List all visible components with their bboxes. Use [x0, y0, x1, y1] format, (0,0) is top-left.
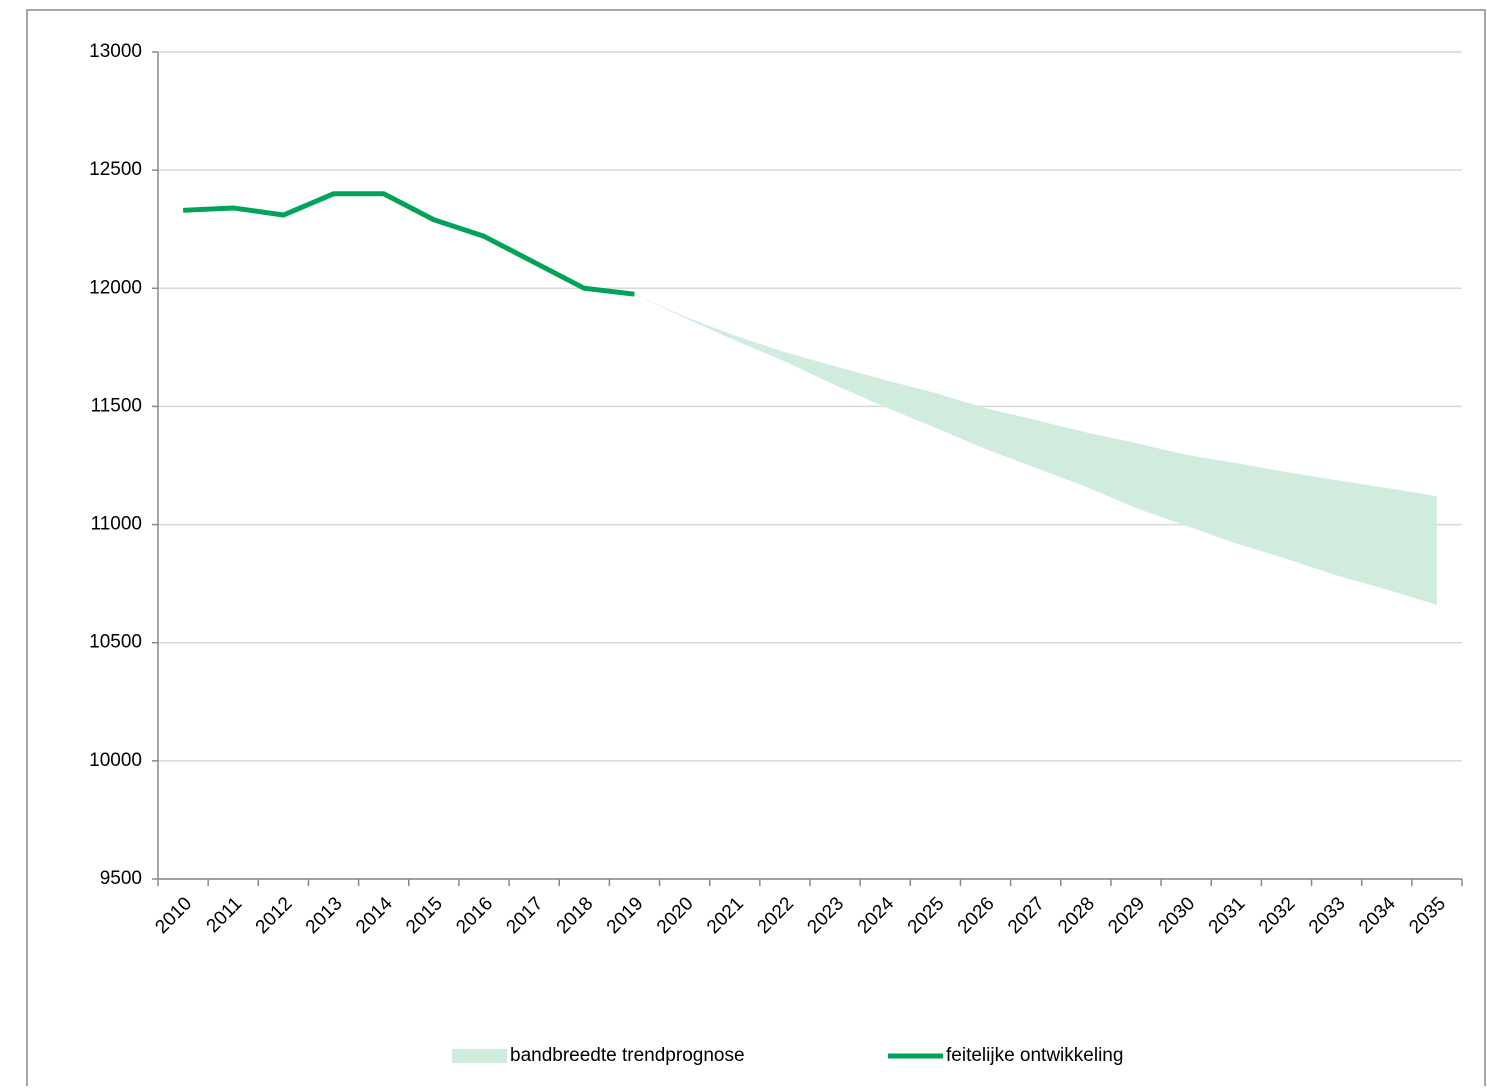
x-tick-label: 2029: [1104, 893, 1149, 938]
y-tick-label: 10500: [89, 632, 142, 653]
x-tick-label: 2012: [252, 893, 297, 938]
band-area: [634, 294, 1437, 605]
y-tick-label: 13000: [89, 41, 142, 62]
x-tick-label: 2034: [1355, 893, 1400, 938]
x-tick-label: 2017: [502, 893, 547, 938]
x-tick-label: 2030: [1154, 893, 1199, 938]
x-tick-label: 2035: [1405, 893, 1450, 938]
x-tick-label: 2022: [753, 893, 798, 938]
x-tick-label: 2033: [1305, 893, 1350, 938]
x-tick-label: 2028: [1054, 893, 1099, 938]
x-tick-label: 2032: [1255, 893, 1300, 938]
x-tick-label: 2023: [803, 893, 848, 938]
y-tick-label: 9500: [100, 868, 142, 889]
x-tick-label: 2027: [1004, 893, 1049, 938]
x-tick-label: 2011: [203, 893, 247, 937]
legend-label: feitelijke ontwikkeling: [946, 1045, 1123, 1066]
x-tick-label: 2014: [352, 893, 397, 938]
legend-label: bandbreedte trendprognose: [510, 1045, 745, 1066]
x-tick-label: 2016: [452, 893, 497, 938]
x-tick-label: 2026: [954, 893, 999, 938]
x-tick-label: 2015: [402, 893, 447, 938]
y-tick-label: 10000: [89, 750, 142, 771]
x-tick-label: 2024: [854, 893, 899, 938]
legend-swatch: [452, 1049, 507, 1063]
x-tick-label: 2010: [151, 893, 196, 938]
y-tick-label: 11500: [91, 395, 142, 416]
y-tick-label: 12000: [89, 277, 142, 298]
x-tick-label: 2021: [703, 893, 748, 938]
x-tick-label: 2018: [553, 893, 598, 938]
x-tick-label: 2013: [302, 893, 347, 938]
chart-frame: [26, 9, 1486, 1091]
y-tick-label: 11000: [91, 514, 142, 535]
data-line: [182, 191, 635, 297]
x-tick-label: 2025: [904, 893, 949, 938]
x-tick-label: 2019: [603, 893, 648, 938]
x-tick-label: 2020: [653, 893, 698, 938]
y-tick-label: 12500: [89, 159, 142, 180]
x-tick-label: 2031: [1205, 893, 1250, 938]
